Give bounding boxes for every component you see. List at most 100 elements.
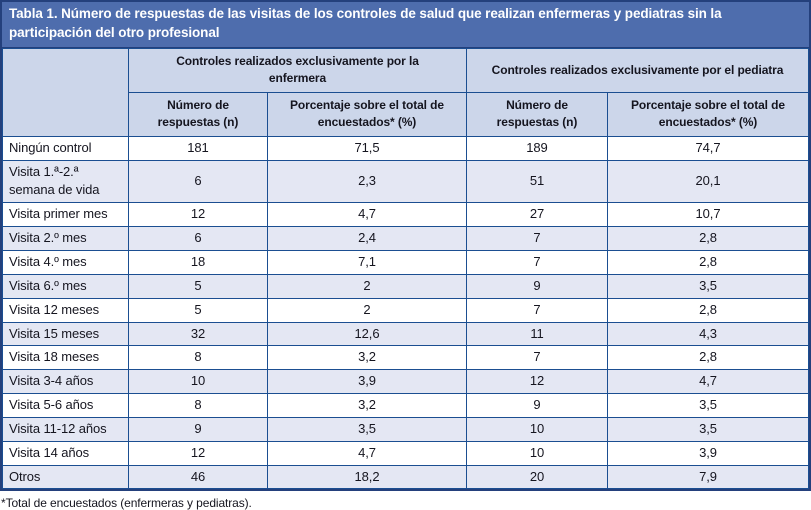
pediatra-n-value: 7 xyxy=(466,250,608,275)
enfermera-pct-value: 3,2 xyxy=(267,345,467,371)
pediatra-pct-value: 7,9 xyxy=(607,464,809,490)
enfermera-pct-value: 2,3 xyxy=(267,159,467,204)
pediatra-pct-value: 4,3 xyxy=(607,321,809,347)
pediatra-pct-value: 20,1 xyxy=(607,159,809,204)
enfermera-n-value: 18 xyxy=(128,250,268,275)
enfermera-pct-value: 3,9 xyxy=(267,369,467,395)
row-label: Ningún control xyxy=(2,135,129,161)
pediatra-pct-value: 3,5 xyxy=(607,393,809,418)
table-row: Ningún control 181 71,5 189 74,7 xyxy=(2,135,809,161)
pediatra-pct-value: 2,8 xyxy=(607,297,809,323)
pediatra-n-value: 7 xyxy=(466,297,608,323)
table-row: Visita 1.ª-2.ª semana de vida 6 2,3 51 2… xyxy=(2,159,809,204)
pediatra-n-value: 11 xyxy=(466,321,608,347)
row-label: Visita 3-4 años xyxy=(2,369,129,395)
pediatra-n-value: 12 xyxy=(466,369,608,395)
pediatra-n-value: 7 xyxy=(466,345,608,371)
enfermera-pct-value: 71,5 xyxy=(267,135,467,161)
group-header-enfermera: Controles realizados exclusivamente por … xyxy=(128,47,467,93)
pediatra-pct-value: 2,8 xyxy=(607,226,809,251)
enfermera-pct-value: 18,2 xyxy=(267,464,467,490)
table-row: Visita 11-12 años 9 3,5 10 3,5 xyxy=(2,416,809,442)
enfermera-pct-value: 12,6 xyxy=(267,321,467,347)
pediatra-n-value: 189 xyxy=(466,135,608,161)
row-label: Visita 18 meses xyxy=(2,345,129,371)
table-row: Visita 14 años 12 4,7 10 3,9 xyxy=(2,440,809,466)
pediatra-n-value: 9 xyxy=(466,273,608,299)
corner-cell xyxy=(2,47,129,137)
enfermera-pct-value: 2 xyxy=(267,297,467,323)
row-label: Visita 15 meses xyxy=(2,321,129,347)
group-header-enfermera-label: Controles realizados exclusivamente por … xyxy=(176,53,419,86)
table-row: Visita 18 meses 8 3,2 7 2,8 xyxy=(2,345,809,371)
group-header-row: Controles realizados exclusivamente por … xyxy=(2,47,809,137)
pediatra-pct-value: 2,8 xyxy=(607,250,809,275)
pediatra-pct-value: 2,8 xyxy=(607,345,809,371)
group-header-pediatra-label: Controles realizados exclusivamente por … xyxy=(491,62,784,77)
row-label: Visita 4.º mes xyxy=(2,250,129,275)
pediatra-n-value: 10 xyxy=(466,440,608,466)
enfermera-n-value: 8 xyxy=(128,393,268,418)
enfermera-pct-value: 3,5 xyxy=(267,416,467,442)
row-label: Visita 14 años xyxy=(2,440,129,466)
table-row: Otros 46 18,2 20 7,9 xyxy=(2,464,809,490)
enfermera-n-value: 32 xyxy=(128,321,268,347)
pediatra-n-value: 9 xyxy=(466,393,608,418)
enfermera-n-value: 8 xyxy=(128,345,268,371)
subheader-pediatra-n-label: Número de respuestas (n) xyxy=(496,97,578,130)
enfermera-n-value: 9 xyxy=(128,416,268,442)
enfermera-pct-value: 3,2 xyxy=(267,393,467,418)
group-header-pediatra: Controles realizados exclusivamente por … xyxy=(466,47,809,93)
enfermera-n-value: 181 xyxy=(128,135,268,161)
row-label: Visita primer mes xyxy=(2,202,129,228)
row-label: Visita 12 meses xyxy=(2,297,129,323)
table-title: Tabla 1. Número de respuestas de las vis… xyxy=(2,2,809,48)
data-table: Controles realizados exclusivamente por … xyxy=(2,47,809,490)
table-row: Visita 15 meses 32 12,6 11 4,3 xyxy=(2,321,809,347)
enfermera-pct-value: 7,1 xyxy=(267,250,467,275)
enfermera-n-value: 5 xyxy=(128,297,268,323)
subheader-pediatra-n: Número de respuestas (n) xyxy=(466,91,608,137)
pediatra-pct-value: 3,9 xyxy=(607,440,809,466)
pediatra-n-value: 51 xyxy=(466,159,608,204)
enfermera-n-value: 6 xyxy=(128,226,268,251)
row-label: Visita 2.º mes xyxy=(2,226,129,251)
row-label: Visita 11-12 años xyxy=(2,416,129,442)
table-row: Visita 4.º mes 18 7,1 7 2,8 xyxy=(2,250,809,275)
table-body: Ningún control 181 71,5 189 74,7 Visita … xyxy=(2,135,809,490)
row-label: Visita 5-6 años xyxy=(2,393,129,418)
enfermera-pct-value: 2 xyxy=(267,273,467,299)
pediatra-n-value: 20 xyxy=(466,464,608,490)
pediatra-pct-value: 4,7 xyxy=(607,369,809,395)
table-row: Visita 5-6 años 8 3,2 9 3,5 xyxy=(2,393,809,418)
pediatra-pct-value: 74,7 xyxy=(607,135,809,161)
sub-header-row: Número de respuestas (n) Porcentaje sobr… xyxy=(3,91,809,137)
row-label: Otros xyxy=(2,464,129,490)
table-container: Tabla 1. Número de respuestas de las vis… xyxy=(0,0,811,492)
pediatra-n-value: 27 xyxy=(466,202,608,228)
pediatra-n-value: 10 xyxy=(466,416,608,442)
table-header: Controles realizados exclusivamente por … xyxy=(2,47,809,137)
enfermera-n-value: 5 xyxy=(128,273,268,299)
pediatra-pct-value: 10,7 xyxy=(607,202,809,228)
subheader-enfermera-pct: Porcentaje sobre el total de encuestados… xyxy=(267,91,467,137)
enfermera-n-value: 6 xyxy=(128,159,268,204)
table-row: Visita 6.º mes 5 2 9 3,5 xyxy=(2,273,809,299)
enfermera-n-value: 46 xyxy=(128,464,268,490)
subheader-pediatra-pct-label: Porcentaje sobre el total de encuestados… xyxy=(631,97,785,130)
subheader-enfermera-n: Número de respuestas (n) xyxy=(128,91,268,137)
table-row: Visita primer mes 12 4,7 27 10,7 xyxy=(2,202,809,228)
row-label: Visita 1.ª-2.ª semana de vida xyxy=(2,159,129,204)
subheader-enfermera-pct-label: Porcentaje sobre el total de encuestados… xyxy=(290,97,444,130)
subheader-pediatra-pct: Porcentaje sobre el total de encuestados… xyxy=(607,91,809,137)
enfermera-pct-value: 4,7 xyxy=(267,202,467,228)
table-row: Visita 3-4 años 10 3,9 12 4,7 xyxy=(2,369,809,395)
enfermera-n-value: 12 xyxy=(128,440,268,466)
row-label: Visita 6.º mes xyxy=(2,273,129,299)
enfermera-n-value: 10 xyxy=(128,369,268,395)
table-footnote: *Total de encuestados (enfermeras y pedi… xyxy=(1,496,252,510)
pediatra-pct-value: 3,5 xyxy=(607,416,809,442)
table-row: Visita 2.º mes 6 2,4 7 2,8 xyxy=(2,226,809,251)
subheader-enfermera-n-label: Número de respuestas (n) xyxy=(157,97,239,130)
